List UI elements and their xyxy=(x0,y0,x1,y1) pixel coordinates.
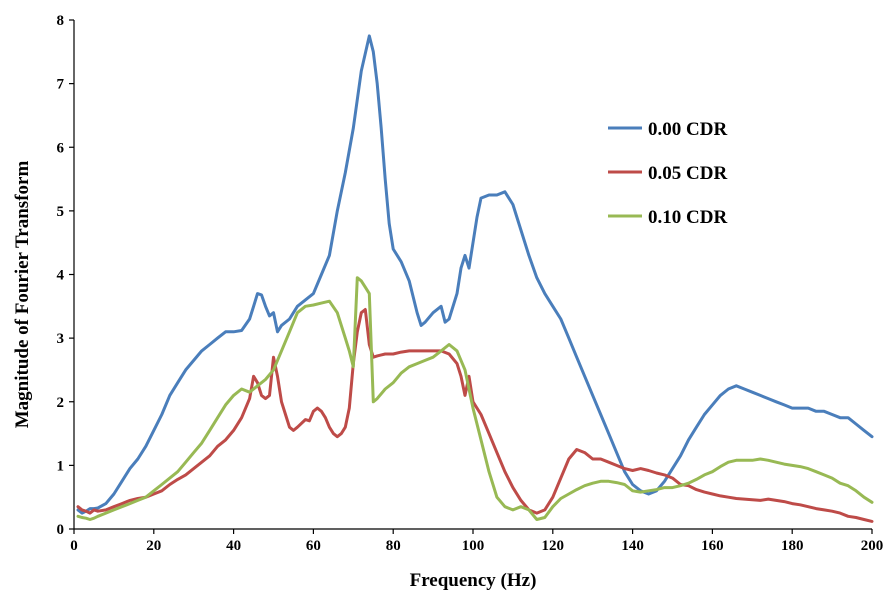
legend-label-1: 0.00 CDR xyxy=(648,119,727,140)
series-line-1 xyxy=(76,34,874,515)
x-tick-label: 160 xyxy=(701,538,724,554)
y-tick-label: 4 xyxy=(57,268,65,284)
x-tick-label: 60 xyxy=(306,538,321,554)
x-axis-title: Frequency (Hz) xyxy=(410,570,537,591)
x-tick-label: 80 xyxy=(386,538,401,554)
y-tick-label: 3 xyxy=(57,331,65,347)
y-axis-title: Magnitude of Fourier Transform xyxy=(12,161,33,429)
y-tick-label: 0 xyxy=(57,522,65,538)
x-tick-label: 40 xyxy=(226,538,241,554)
y-tick-label: 8 xyxy=(57,13,65,29)
y-tick-label: 2 xyxy=(57,395,65,411)
x-axis-ticks: 0 20 40 60 80 100 120 140 160 180 200 xyxy=(70,529,883,554)
series-line-3 xyxy=(76,276,874,521)
x-tick-label: 120 xyxy=(542,538,565,554)
legend: 0.00 CDR 0.05 CDR 0.10 CDR xyxy=(608,119,727,228)
plot-area: 0 1 2 3 4 5 6 7 8 0 20 40 60 80 100 120 140 160 180 200 xyxy=(57,13,884,554)
y-tick-label: 1 xyxy=(57,458,65,474)
x-tick-label: 100 xyxy=(462,538,485,554)
x-tick-label: 180 xyxy=(781,538,804,554)
x-tick-label: 0 xyxy=(70,538,78,554)
y-tick-label: 7 xyxy=(57,77,65,93)
legend-label-3: 0.10 CDR xyxy=(648,207,727,228)
legend-label-2: 0.05 CDR xyxy=(648,163,727,184)
y-axis-ticks: 0 1 2 3 4 5 6 7 8 xyxy=(57,13,74,538)
x-tick-label: 20 xyxy=(146,538,161,554)
y-tick-label: 5 xyxy=(57,204,65,220)
x-tick-label: 200 xyxy=(861,538,884,554)
x-tick-label: 140 xyxy=(621,538,644,554)
series-layer xyxy=(76,34,874,523)
series-line-2 xyxy=(76,308,874,523)
y-tick-label: 6 xyxy=(57,140,65,156)
